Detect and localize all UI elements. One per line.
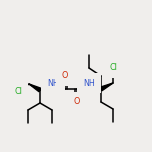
- Polygon shape: [100, 83, 113, 91]
- Text: O: O: [74, 97, 80, 107]
- Polygon shape: [29, 84, 41, 92]
- Text: NH: NH: [83, 78, 95, 88]
- Text: NH: NH: [47, 78, 59, 88]
- Text: Cl: Cl: [109, 64, 117, 73]
- Text: Cl: Cl: [14, 86, 22, 95]
- Text: O: O: [62, 71, 68, 81]
